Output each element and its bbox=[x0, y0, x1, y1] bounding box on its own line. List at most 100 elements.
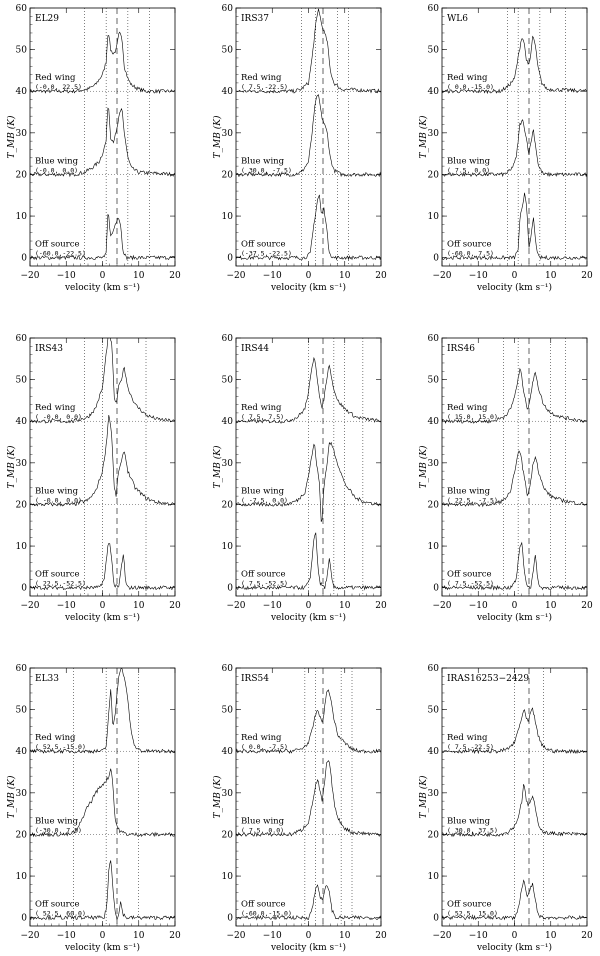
panel-6-ytick-label: 50 bbox=[428, 376, 440, 386]
panel-3-xtick-label: 0 bbox=[512, 271, 518, 281]
panel-7-xlabel: velocity (km s⁻¹) bbox=[64, 942, 140, 953]
panel-8-ytick-label: 30 bbox=[222, 789, 234, 799]
panel-5-spectrum-off-source bbox=[236, 532, 381, 591]
panel-6-series-name: Blue wing bbox=[447, 486, 491, 496]
panel-3-xtick-label: −10 bbox=[469, 271, 488, 281]
panel-6-xtick-label: 0 bbox=[512, 601, 518, 611]
panel-4-offset-label: ( -0.0, 0.0) bbox=[35, 413, 82, 421]
panel-3-ytick-label: 60 bbox=[428, 4, 440, 14]
panel-4-ylabel: T_MB (K) bbox=[6, 445, 17, 488]
panel-3-series-name: Blue wing bbox=[447, 156, 491, 166]
panel-3-spectrum-off-source bbox=[442, 192, 587, 261]
panel-1-offset-label: (-60.0,-22.5) bbox=[35, 250, 86, 258]
panel-2-xtick-label: −10 bbox=[263, 271, 282, 281]
panel-4-xtick-label: −20 bbox=[21, 601, 40, 611]
panel-3-spectrum-red-wing bbox=[442, 35, 587, 95]
panel-1-ytick-label: 30 bbox=[16, 129, 28, 139]
panel-7-offset-label: ( 52.5, 60.0) bbox=[35, 910, 86, 918]
panel-9-xtick-label: 0 bbox=[512, 931, 518, 941]
panel-7-ytick-label: 60 bbox=[16, 664, 28, 674]
panel-8-ytick-label: 20 bbox=[222, 830, 234, 840]
panel-1-xtick-label: 20 bbox=[169, 271, 181, 281]
panel-2-ytick-label: 0 bbox=[227, 254, 233, 264]
panel-4-xtick-label: 0 bbox=[100, 601, 106, 611]
panel-3-xtick-label: 10 bbox=[545, 271, 557, 281]
panel-7-source-name: EL33 bbox=[35, 674, 59, 684]
panel-3-xtick-label: 20 bbox=[581, 271, 593, 281]
panel-3-xtick-label: −20 bbox=[433, 271, 452, 281]
panel-7-spectrum-blue-wing bbox=[30, 768, 175, 838]
panel-2-series-name: Off source bbox=[241, 240, 286, 250]
panel-1-source-name: EL29 bbox=[35, 14, 59, 24]
panel-4-ytick-label: 40 bbox=[16, 417, 28, 427]
panel-7-spectrum-off-source bbox=[30, 860, 175, 921]
panel-3-series-name: Red wing bbox=[447, 73, 488, 83]
panel-5-ytick-label: 10 bbox=[222, 542, 234, 552]
panel-8-xtick-label: 20 bbox=[375, 931, 387, 941]
panel-7-offset-label: (-30.0, 7.5) bbox=[35, 826, 82, 834]
panel-2-series-name: Red wing bbox=[241, 73, 282, 83]
panel-4-ytick-label: 50 bbox=[16, 376, 28, 386]
panel-8-xlabel: velocity (km s⁻¹) bbox=[270, 942, 346, 953]
panel-7-ytick-label: 50 bbox=[16, 706, 28, 716]
panel-6-ytick-label: 20 bbox=[428, 500, 440, 510]
panel-2-ytick-label: 60 bbox=[222, 4, 234, 14]
panel-4-xtick-label: 20 bbox=[169, 601, 181, 611]
panel-8-ytick-label: 10 bbox=[222, 872, 234, 882]
panel-9-xtick-label: −20 bbox=[433, 931, 452, 941]
panel-4-ytick-label: 30 bbox=[16, 459, 28, 469]
panel-7-xtick-label: −20 bbox=[21, 931, 40, 941]
panel-4-series-name: Blue wing bbox=[35, 486, 79, 496]
panel-4-xlabel: velocity (km s⁻¹) bbox=[64, 612, 140, 623]
panel-5-xlabel: velocity (km s⁻¹) bbox=[270, 612, 346, 623]
panel-2-source-name: IRS37 bbox=[241, 14, 269, 24]
panel-3-ytick-label: 50 bbox=[428, 46, 440, 56]
panel-5-xtick-label: 20 bbox=[375, 601, 387, 611]
panel-7-ytick-label: 40 bbox=[16, 747, 28, 757]
panel-6-spectrum-red-wing bbox=[442, 367, 587, 424]
panel-8-frame bbox=[235, 667, 382, 927]
panel-6-xtick-label: 20 bbox=[581, 601, 593, 611]
panel-8-offset-label: (-60.0,-15.0) bbox=[241, 910, 292, 918]
panel-9-ylabel: T_MB (K) bbox=[418, 775, 429, 818]
panel-6-xlabel: velocity (km s⁻¹) bbox=[476, 612, 552, 623]
panel-1-series-name: Red wing bbox=[35, 73, 76, 83]
panel-4-ytick-label: 20 bbox=[16, 500, 28, 510]
panel-5-spectrum-red-wing bbox=[236, 356, 381, 424]
panel-5-series-name: Red wing bbox=[241, 403, 282, 413]
panel-5-offset-label: ( 7.5,-52.5) bbox=[241, 580, 288, 588]
panel-5-ytick-label: 20 bbox=[222, 500, 234, 510]
panel-7-ytick-label: 30 bbox=[16, 789, 28, 799]
panel-7-series-name: Off source bbox=[35, 900, 80, 910]
panel-1-spectrum-off-source bbox=[30, 214, 175, 261]
panel-6-ytick-label: 10 bbox=[428, 542, 440, 552]
panel-9-ytick-label: 40 bbox=[428, 747, 440, 757]
panel-1-ytick-label: 20 bbox=[16, 170, 28, 180]
panel-1-xtick-label: −10 bbox=[57, 271, 76, 281]
panel-2-frame bbox=[235, 7, 382, 267]
panel-5-source-name: IRS44 bbox=[241, 344, 269, 354]
panel-2-xlabel: velocity (km s⁻¹) bbox=[270, 282, 346, 293]
panel-1-xtick-label: −20 bbox=[21, 271, 40, 281]
panel-2-ytick-label: 10 bbox=[222, 212, 234, 222]
panel-4-offset-label: ( 22.5,-52.5) bbox=[35, 580, 86, 588]
panel-1-offset-label: (-0.0, 0.0) bbox=[35, 166, 78, 174]
panel-1-ylabel: T_MB (K) bbox=[6, 115, 17, 158]
panel-8-xtick-label: −20 bbox=[227, 931, 246, 941]
panel-2-spectrum-off-source bbox=[236, 194, 381, 261]
panel-4-series-name: Off source bbox=[35, 570, 80, 580]
panel-4-spectrum-off-source bbox=[30, 543, 175, 591]
panel-9-series-name: Off source bbox=[447, 900, 492, 910]
panel-1-xtick-label: 0 bbox=[100, 271, 106, 281]
panel-6-ytick-label: 60 bbox=[428, 334, 440, 344]
panel-1-ytick-label: 40 bbox=[16, 87, 28, 97]
panel-8-spectrum-off-source bbox=[236, 884, 381, 921]
panel-1-ytick-label: 50 bbox=[16, 46, 28, 56]
panel-7-frame bbox=[29, 667, 176, 927]
panel-2-xtick-label: 20 bbox=[375, 271, 387, 281]
panel-7-series-name: Blue wing bbox=[35, 816, 79, 826]
panel-3-ytick-label: 10 bbox=[428, 212, 440, 222]
panel-1-xlabel: velocity (km s⁻¹) bbox=[64, 282, 140, 293]
panel-6-offset-label: ( 22.5, -7.5) bbox=[447, 496, 498, 504]
